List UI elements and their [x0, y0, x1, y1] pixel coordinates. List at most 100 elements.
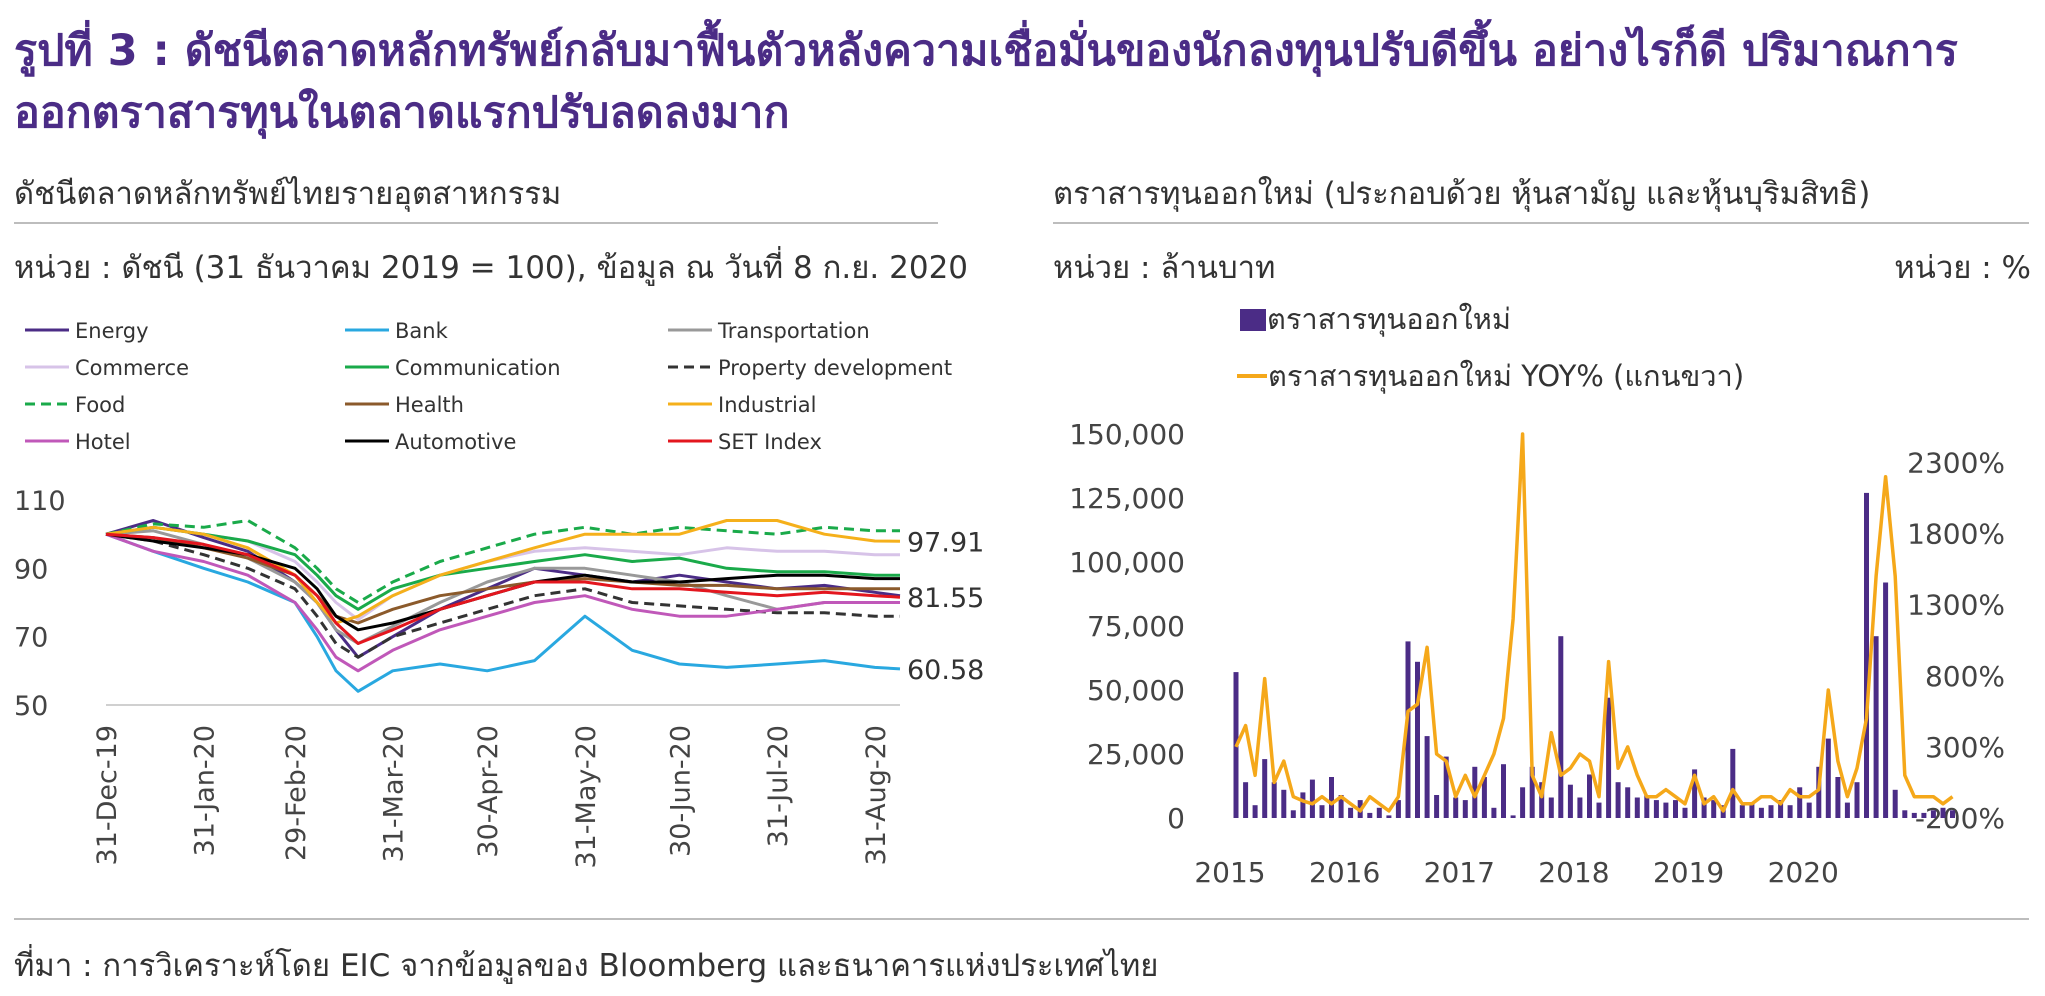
bar: [1682, 807, 1688, 818]
series-line: [105, 532, 900, 659]
end-value-label: 81.55: [907, 583, 984, 614]
x-tick-label: 2017: [1424, 856, 1495, 889]
series-line: [105, 525, 900, 611]
bar: [1539, 782, 1545, 818]
bar: [1529, 766, 1535, 818]
x-tick-label: 31-Jan-20: [190, 725, 221, 856]
bar: [1243, 782, 1249, 818]
bar: [1415, 661, 1420, 818]
bar: [1491, 807, 1497, 818]
x-tick-label: 2018: [1538, 856, 1609, 889]
bar: [1950, 810, 1955, 818]
series-line: [105, 532, 901, 693]
series-line: [105, 519, 901, 625]
right-chart-unit-right: หน่วย : %: [1894, 250, 2031, 286]
legend-label: Communication: [395, 356, 561, 380]
bar: [1319, 805, 1325, 818]
legend-label: SET Index: [718, 430, 822, 454]
legend-item: Health: [345, 393, 464, 417]
legend-item: Communication: [345, 356, 561, 380]
x-tick-label: 31-Aug-20: [861, 725, 892, 865]
bar: [1300, 792, 1306, 818]
left-title-divider: [14, 222, 938, 224]
legend-item: Commerce: [25, 356, 189, 380]
left-chart-title: ดัชนีตลาดหลักทรัพย์ไทยรายอุตสาหกรรม: [14, 176, 562, 212]
industry-index-line-chart: Energy Bank Transportation Commerce Communic…: [14, 319, 984, 869]
bar: [1367, 812, 1373, 818]
y-tick-label: 90: [14, 554, 48, 585]
bar: [1252, 805, 1258, 818]
y2-tick-label: 800%: [1925, 660, 2005, 693]
y-tick-label: 70: [14, 623, 48, 654]
legend-label: Commerce: [75, 356, 189, 380]
bar: [1281, 789, 1287, 818]
y-tick-label: 75,000: [1087, 610, 1185, 643]
y2-tick-label: 2300%: [1907, 446, 2005, 479]
source-note: ที่มา : การวิเคราะห์โดย EIC จากข้อมูลของ…: [14, 948, 1159, 984]
legend-label: Hotel: [75, 430, 131, 454]
bar: [1625, 787, 1631, 818]
bar: [1692, 769, 1698, 818]
y-tick-label: 150,000: [1069, 418, 1185, 451]
legend-label: Energy: [75, 319, 149, 343]
bar: [1577, 797, 1583, 818]
legend-item: ตราสารทุนออกใหม่ YOY% (แกนขวา): [1237, 359, 1744, 394]
bar: [1739, 805, 1745, 818]
legend-label: ตราสารทุนออกใหม่ YOY% (แกนขวา): [1268, 359, 1744, 394]
right-chart-title: ตราสารทุนออกใหม่ (ประกอบด้วย หุ้นสามัญ แ…: [1053, 176, 1871, 212]
new-equity-issuance-chart: ตราสารทุนออกใหม่ตราสารทุนออกใหม่ YOY% (แ…: [1069, 302, 2005, 889]
bar: [1596, 802, 1602, 818]
legend-item: Property development: [668, 356, 952, 380]
y2-tick-label: 1800%: [1907, 518, 2005, 551]
bar: [1778, 800, 1784, 818]
bar: [1329, 777, 1334, 818]
bar: [1395, 800, 1401, 818]
legend-label: Food: [75, 393, 125, 417]
bar: [1911, 812, 1917, 818]
right-title-divider: [1053, 222, 2029, 224]
legend-label: ตราสารทุนออกใหม่: [1267, 302, 1511, 337]
legend-item: SET Index: [668, 430, 822, 454]
y-tick-label: 110: [14, 486, 66, 517]
bar: [1930, 810, 1936, 818]
series-line: [105, 532, 900, 673]
bar: [1548, 797, 1554, 818]
x-tick-label: 2016: [1309, 856, 1380, 889]
legend-label: Health: [395, 393, 464, 417]
y-tick-label: 0: [1167, 802, 1185, 835]
series-line: [105, 532, 900, 625]
bar: [1290, 810, 1296, 818]
y2-tick-label: -200%: [1915, 802, 2005, 835]
legend-item: Food: [25, 393, 125, 417]
legend-item: Hotel: [25, 430, 131, 454]
bar: [1835, 777, 1841, 818]
y-tick-label: 25,000: [1087, 738, 1185, 771]
bar: [1520, 787, 1526, 818]
end-value-label: 60.58: [907, 655, 984, 686]
bar: [1758, 807, 1764, 818]
bar: [1940, 807, 1946, 818]
y2-tick-label: 1300%: [1907, 589, 2005, 622]
legend-swatch: [1240, 309, 1266, 331]
y-tick-label: 50,000: [1087, 674, 1185, 707]
bar: [1730, 748, 1736, 818]
bar: [1462, 800, 1468, 818]
x-tick-label: 2020: [1768, 856, 1839, 889]
x-tick-label: 30-Jun-20: [665, 725, 696, 857]
bar: [1587, 774, 1592, 818]
legend-label: Bank: [395, 319, 449, 343]
x-tick-label: 31-Dec-19: [92, 725, 123, 865]
bar: [1663, 802, 1669, 818]
right-chart-unit-left: หน่วย : ล้านบาท: [1053, 250, 1276, 286]
bar: [1854, 782, 1860, 818]
bar: [1711, 800, 1717, 818]
bar: [1405, 641, 1411, 818]
bar: [1749, 802, 1755, 818]
bar: [1787, 805, 1793, 818]
bar: [1510, 815, 1516, 818]
left-chart-unit: หน่วย : ดัชนี (31 ธันวาคม 2019 = 100), ข…: [14, 250, 969, 286]
x-tick-label: 31-Mar-20: [379, 725, 410, 862]
bar: [1386, 815, 1392, 818]
y2-tick-label: 300%: [1925, 731, 2005, 764]
bar: [1606, 697, 1612, 818]
